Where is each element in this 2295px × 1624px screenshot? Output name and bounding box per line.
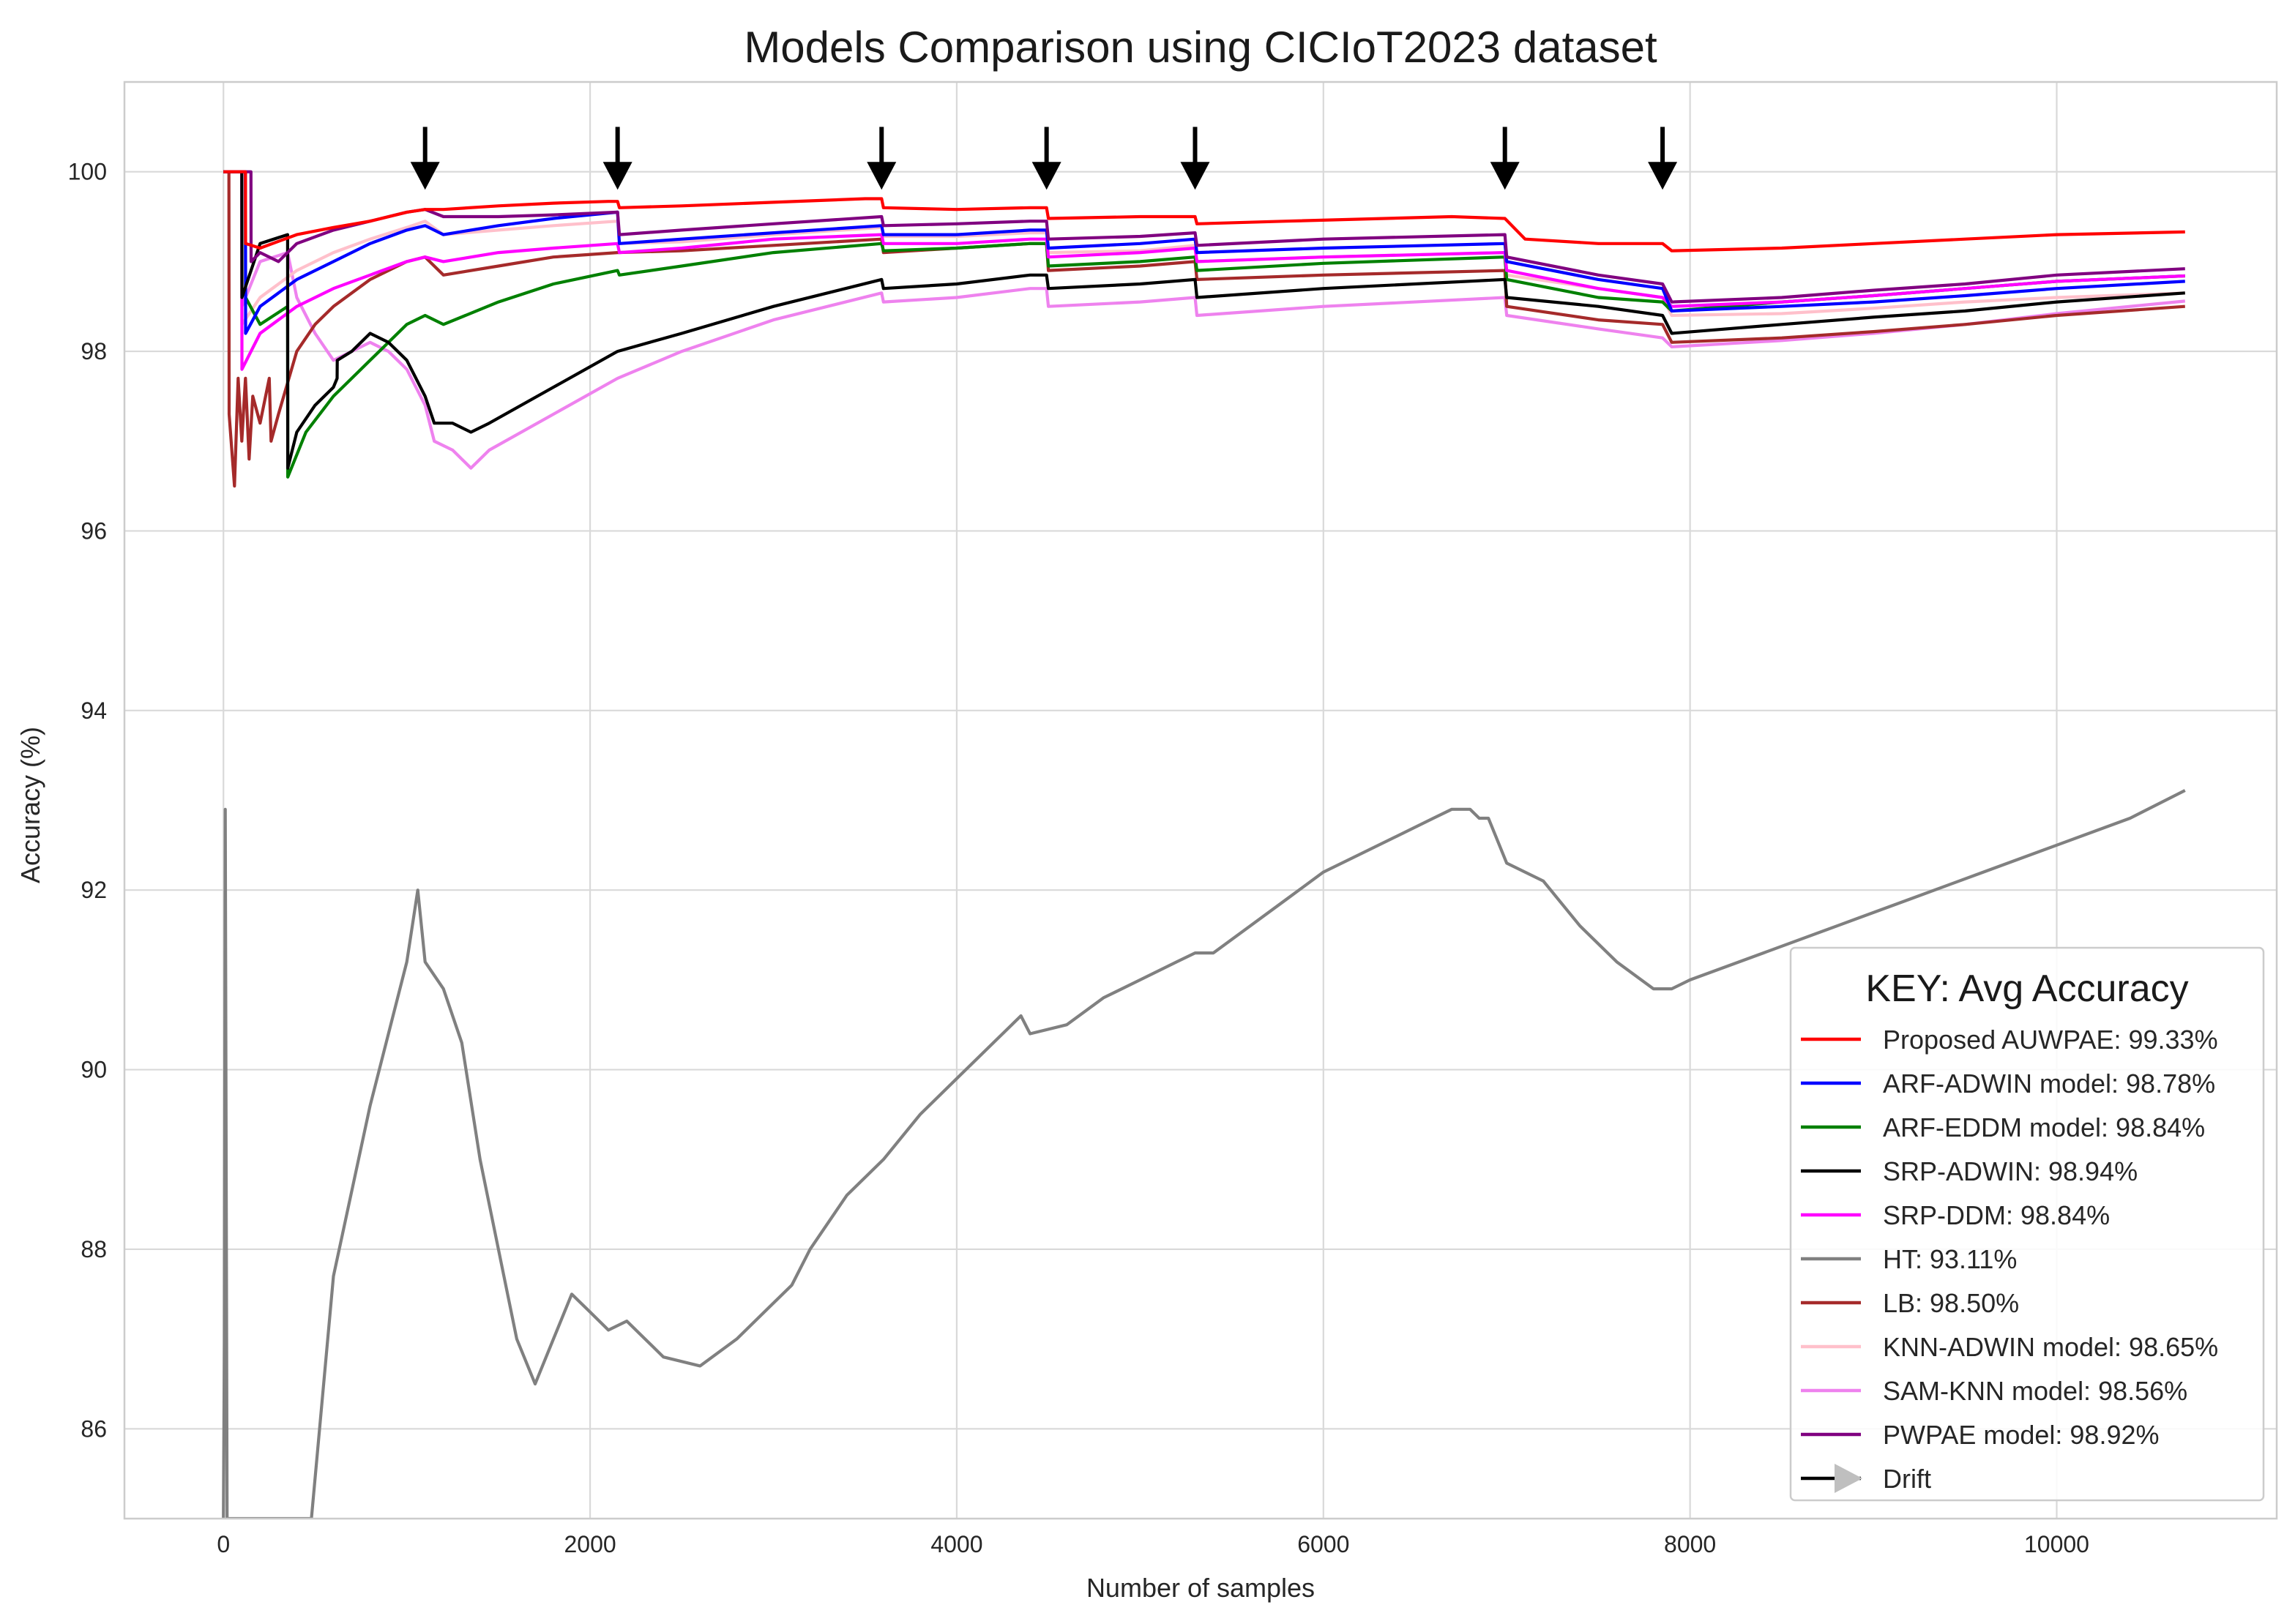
legend-label: KNN-ADWIN model: 98.65% <box>1883 1332 2218 1362</box>
legend-label: SRP-DDM: 98.84% <box>1883 1200 2110 1230</box>
plot-frame <box>123 81 2278 1520</box>
legend-entry: LB: 98.50% <box>1801 1288 2019 1318</box>
legend-title: KEY: Avg Accuracy <box>1865 968 2188 1010</box>
legend-entry: SRP-DDM: 98.84% <box>1801 1200 2110 1230</box>
legend-label: LB: 98.50% <box>1883 1288 2019 1318</box>
y-tick-label: 86 <box>81 1415 107 1442</box>
legend-entry: HT: 93.11% <box>1801 1244 2017 1274</box>
y-tick-label: 94 <box>81 697 107 724</box>
drift-arrow <box>867 127 897 190</box>
y-axis-label: Accuracy (%) <box>15 727 45 883</box>
drift-arrow <box>1180 127 1210 190</box>
legend-entry: ARF-EDDM model: 98.84% <box>1801 1112 2205 1142</box>
x-tick-label: 8000 <box>1664 1531 1716 1557</box>
drift-arrow <box>1031 127 1061 190</box>
x-tick-label: 2000 <box>564 1531 616 1557</box>
legend-entry: SRP-ADWIN: 98.94% <box>1801 1156 2138 1186</box>
legend-drift-marker <box>1835 1464 1862 1493</box>
legend-entry: Drift <box>1801 1464 1931 1494</box>
series-lines <box>222 170 2186 1519</box>
series-line-0 <box>223 170 2185 252</box>
legend-label: SRP-ADWIN: 98.94% <box>1883 1156 2138 1186</box>
legend-label: PWPAE model: 98.92% <box>1883 1420 2160 1450</box>
y-tick-label: 98 <box>81 338 107 364</box>
legend-entry: ARF-ADWIN model: 98.78% <box>1801 1069 2215 1099</box>
legend-label: ARF-ADWIN model: 98.78% <box>1883 1069 2215 1099</box>
drift-arrow <box>602 127 632 190</box>
legend-box <box>1789 946 2265 1502</box>
y-tick-label: 92 <box>81 877 107 903</box>
series-line-1 <box>223 170 2185 335</box>
legend-label: ARF-EDDM model: 98.84% <box>1883 1112 2205 1142</box>
chart-title: Models Comparison using CICIoT2023 datas… <box>744 23 1657 72</box>
x-tick-label: 10000 <box>2024 1531 2089 1557</box>
legend-label: HT: 93.11% <box>1883 1244 2017 1274</box>
x-tick-label: 6000 <box>1297 1531 1349 1557</box>
legend-entry: Proposed AUWPAE: 99.33% <box>1801 1025 2218 1055</box>
legend-items: Proposed AUWPAE: 99.33% ARF-ADWIN model: … <box>1801 1025 2218 1494</box>
series-line-2 <box>223 170 2185 479</box>
series-line-4 <box>223 170 2185 371</box>
legend-entry: PWPAE model: 98.92% <box>1801 1420 2160 1450</box>
legend-entry: KNN-ADWIN model: 98.65% <box>1801 1332 2218 1362</box>
series-line-3 <box>223 170 2185 470</box>
x-tick-label: 0 <box>217 1531 230 1557</box>
x-axis-label: Number of samples <box>1086 1573 1315 1603</box>
legend: KEY: Avg Accuracy Proposed AUWPAE: 99.33… <box>1789 946 2265 1502</box>
y-tick-label: 90 <box>81 1057 107 1083</box>
y-tick-label: 100 <box>68 159 107 185</box>
drift-arrow <box>1490 127 1520 190</box>
y-tick-label: 96 <box>81 517 107 544</box>
drift-arrow <box>1648 127 1678 190</box>
legend-label: Proposed AUWPAE: 99.33% <box>1883 1025 2218 1055</box>
drift-markers <box>410 127 1678 190</box>
legend-entry: SAM-KNN model: 98.56% <box>1801 1376 2187 1406</box>
legend-label: SAM-KNN model: 98.56% <box>1883 1376 2187 1406</box>
series-line-9 <box>223 170 2185 304</box>
x-tick-label: 4000 <box>930 1531 982 1557</box>
y-tick-label: 88 <box>81 1236 107 1262</box>
legend-label: Drift <box>1883 1464 1931 1494</box>
series-line-6 <box>223 170 2185 488</box>
drift-arrow <box>410 127 440 190</box>
axis-ticks: 0 2000 4000 6000 8000 10000 86 88 90 92 94 96 98 100 <box>68 159 2089 1557</box>
series-line-5 <box>222 789 2186 1519</box>
series-line-8 <box>223 170 2186 470</box>
